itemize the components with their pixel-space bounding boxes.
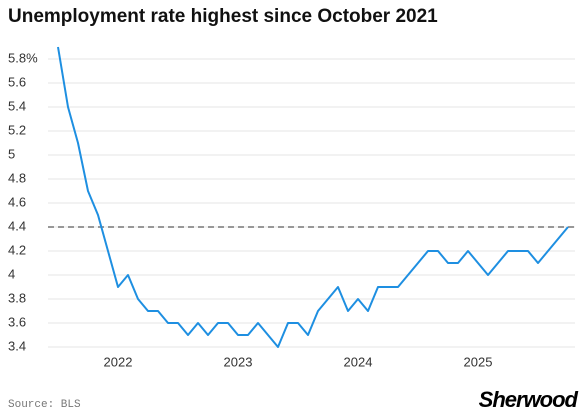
y-tick-label: 3.6 bbox=[8, 314, 26, 329]
y-tick-label: 3.4 bbox=[8, 338, 26, 353]
y-tick-label: 5 bbox=[8, 146, 15, 161]
y-tick-label: 4.4 bbox=[8, 218, 26, 233]
y-tick-label: 4.2 bbox=[8, 242, 26, 257]
y-tick-label: 4.8 bbox=[8, 170, 26, 185]
y-tick-label: 5.6 bbox=[8, 74, 26, 89]
y-tick-label: 4.6 bbox=[8, 194, 26, 209]
brand-logo: Sherwood bbox=[479, 387, 579, 412]
y-tick-label: 3.8 bbox=[8, 290, 26, 305]
source-note: Source: BLS bbox=[8, 399, 81, 411]
data-line bbox=[57, 46, 569, 348]
x-tick-label: 2023 bbox=[224, 354, 253, 369]
x-tick-label: 2022 bbox=[104, 354, 133, 369]
x-tick-label: 2025 bbox=[464, 354, 493, 369]
y-tick-label: 5.2 bbox=[8, 122, 26, 137]
x-tick-label: 2024 bbox=[344, 354, 373, 369]
y-tick-label: 4 bbox=[8, 266, 15, 281]
y-tick-label: 5.8% bbox=[8, 50, 38, 65]
chart-title: Unemployment rate highest since October … bbox=[8, 6, 438, 27]
y-tick-label: 5.4 bbox=[8, 98, 26, 113]
